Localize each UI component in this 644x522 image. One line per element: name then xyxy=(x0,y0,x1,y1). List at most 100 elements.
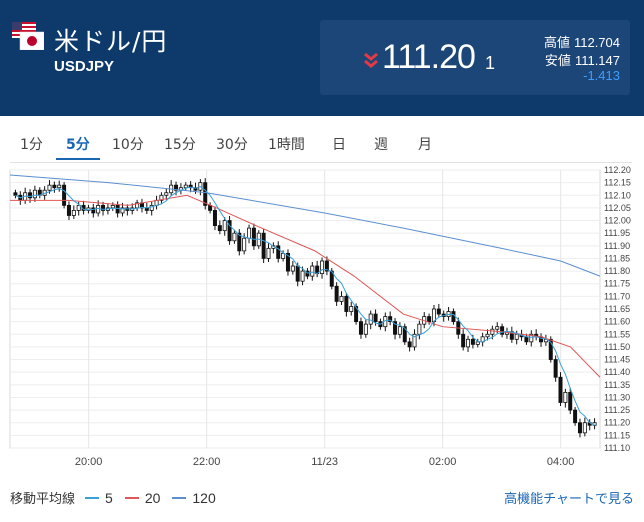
candle-down xyxy=(344,295,349,312)
candle-down xyxy=(261,232,266,259)
quote-panel: 111.20 1 高値 112.704 安値 111.147 -1.413 xyxy=(320,20,630,95)
y-tick-label: 111.95 xyxy=(604,228,630,238)
y-tick-label: 111.75 xyxy=(604,279,630,289)
high-value: 112.704 xyxy=(573,35,620,50)
high-price: 高値 112.704 xyxy=(544,32,620,51)
candle-up xyxy=(475,341,480,345)
legend-ma120-label: 120 xyxy=(192,489,216,506)
legend-ma20: 20 xyxy=(124,490,160,506)
candle-down xyxy=(577,422,582,434)
candle-down xyxy=(115,204,120,214)
candle-up xyxy=(86,207,91,211)
candle-up xyxy=(466,338,471,348)
tabs-divider xyxy=(10,162,632,163)
ma5-line xyxy=(15,186,595,426)
candle-down xyxy=(217,225,222,232)
candle-down xyxy=(66,204,71,216)
candle-up xyxy=(76,204,81,211)
candle-up xyxy=(159,194,164,201)
tab-30min[interactable]: 30分 xyxy=(216,137,248,153)
candle-down xyxy=(91,207,96,214)
tab-1min[interactable]: 1分 xyxy=(20,137,43,153)
candle-down xyxy=(324,260,329,272)
tab-month[interactable]: 月 xyxy=(418,137,432,153)
y-tick-label: 111.90 xyxy=(604,241,630,251)
y-tick-label: 112.00 xyxy=(604,216,631,226)
x-tick-label: 02:00 xyxy=(429,456,457,468)
candle-up xyxy=(183,184,188,189)
candle-up xyxy=(320,260,325,275)
low-value: 111.147 xyxy=(574,53,620,68)
candle-up xyxy=(120,207,125,214)
y-tick-label: 111.10 xyxy=(604,443,630,453)
candle-up xyxy=(363,323,368,335)
us-jp-flag-icon xyxy=(12,22,44,50)
candle-down xyxy=(524,336,529,343)
candle-down xyxy=(101,204,106,211)
candle-down xyxy=(558,376,563,403)
pair-title: 米ドル/円 xyxy=(54,27,168,56)
price-chart[interactable]: 112.20 112.15 112.10 112.05 112.00 111.95 111.… xyxy=(0,164,644,474)
y-tick-label: 111.55 xyxy=(604,329,630,339)
tab-day[interactable]: 日 xyxy=(332,137,346,153)
high-label: 高値 xyxy=(543,35,570,50)
low-price: 安値 111.147 xyxy=(545,50,620,69)
candle-up xyxy=(563,391,568,403)
candle-down xyxy=(573,409,578,424)
candle-up xyxy=(71,210,76,216)
candle-up xyxy=(281,253,286,259)
y-tick-label: 111.80 xyxy=(604,266,630,276)
candle-up xyxy=(96,204,101,214)
candle-up xyxy=(490,328,495,335)
candle-up xyxy=(47,184,52,191)
candle-up xyxy=(32,189,37,199)
candle-up xyxy=(412,333,417,348)
x-tick-label: 22:00 xyxy=(193,456,221,468)
candle-up xyxy=(310,265,315,277)
candle-up xyxy=(368,313,373,325)
candle-up xyxy=(164,192,169,196)
candle-up xyxy=(110,204,115,209)
candle-up xyxy=(339,295,344,302)
candle-down xyxy=(212,210,217,226)
y-tick-label: 111.60 xyxy=(604,317,630,327)
candle-up xyxy=(397,326,402,335)
candle-down xyxy=(373,313,378,323)
ma20-line xyxy=(10,194,601,378)
candle-up xyxy=(495,326,500,330)
double-chevron-down-icon xyxy=(364,52,378,68)
ma-legend: 移動平均線 5 20 120 xyxy=(10,488,228,508)
x-tick-label: 11/23 xyxy=(311,456,338,468)
candle-up xyxy=(514,333,519,340)
candle-up xyxy=(247,227,252,239)
tab-10min[interactable]: 10分 xyxy=(112,137,144,153)
legend-ma120: 120 xyxy=(172,489,216,506)
candle-up xyxy=(417,323,422,335)
candle-down xyxy=(451,311,456,323)
candle-down xyxy=(237,232,242,252)
tab-1hour[interactable]: 1時間 xyxy=(268,137,305,153)
advanced-chart-link[interactable]: 高機能チャートで見る xyxy=(504,492,634,507)
candle-down xyxy=(388,316,393,323)
x-tick-label: 20:00 xyxy=(75,456,103,468)
candle-down xyxy=(393,321,398,335)
candle-down xyxy=(251,227,256,247)
candle-up xyxy=(57,184,62,189)
low-label: 安値 xyxy=(544,53,571,68)
y-tick-label: 111.50 xyxy=(604,342,630,352)
tab-5min[interactable]: 5分 xyxy=(56,128,100,160)
y-tick-label: 111.85 xyxy=(604,253,630,263)
current-price-last-digit: 1 xyxy=(485,53,496,73)
candle-down xyxy=(203,182,208,206)
price-change: -1.413 xyxy=(583,68,620,83)
candle-down xyxy=(354,306,359,323)
candle-down xyxy=(28,192,33,199)
tab-week[interactable]: 週 xyxy=(374,137,388,153)
candle-up xyxy=(349,306,354,312)
y-tick-label: 111.45 xyxy=(604,355,630,365)
tab-15min[interactable]: 15分 xyxy=(164,137,196,153)
x-tick-label: 04:00 xyxy=(547,456,575,468)
quote-header: 米ドル/円 USDJPY 111.20 1 高値 112.704 安値 111.14… xyxy=(0,0,644,116)
candle-up xyxy=(242,237,247,252)
pair-code: USDJPY xyxy=(54,58,115,75)
